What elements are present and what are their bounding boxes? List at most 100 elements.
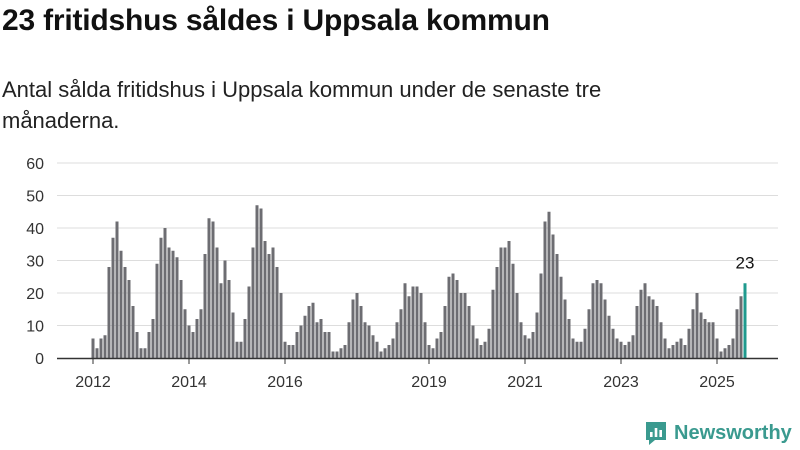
bar xyxy=(567,319,571,358)
bar xyxy=(147,332,151,358)
highlight-bar xyxy=(739,296,743,358)
bar xyxy=(243,319,247,358)
bar xyxy=(227,280,231,358)
x-tick-label: 2012 xyxy=(75,374,111,391)
bar xyxy=(563,299,567,358)
bar xyxy=(647,296,651,358)
bar xyxy=(167,247,171,358)
bar xyxy=(591,283,595,358)
bar xyxy=(347,322,351,358)
x-tick-label: 2016 xyxy=(267,374,303,391)
bar xyxy=(663,338,667,358)
bar xyxy=(571,338,575,358)
bar xyxy=(171,250,175,358)
bar xyxy=(515,293,519,358)
bar xyxy=(359,306,363,358)
bar xyxy=(707,322,711,358)
bar xyxy=(223,260,227,358)
y-tick-label: 10 xyxy=(26,319,44,336)
bar xyxy=(151,319,155,358)
bar xyxy=(367,325,371,358)
chart-subtitle: Antal sålda fritidshus i Uppsala kommun … xyxy=(2,77,602,133)
bar xyxy=(107,267,111,358)
bar xyxy=(623,345,627,358)
bar xyxy=(483,341,487,358)
highlight-bar xyxy=(735,309,739,358)
bar xyxy=(307,306,311,358)
bar xyxy=(411,286,415,358)
bar xyxy=(691,309,695,358)
bar xyxy=(635,306,639,358)
bar xyxy=(455,280,459,358)
bar xyxy=(295,332,299,358)
bar xyxy=(731,338,735,358)
y-tick-label: 0 xyxy=(35,351,44,368)
bar xyxy=(111,237,115,358)
bar xyxy=(383,348,387,358)
bar xyxy=(443,306,447,358)
bar xyxy=(475,338,479,358)
bar xyxy=(531,332,535,358)
bar xyxy=(183,309,187,358)
bar xyxy=(575,341,579,358)
bar xyxy=(651,299,655,358)
x-tick-label: 2023 xyxy=(603,374,639,391)
bar xyxy=(671,345,675,358)
bar xyxy=(155,263,159,358)
bar xyxy=(131,306,135,358)
bar xyxy=(271,247,275,358)
highlight-bar xyxy=(743,283,747,358)
y-tick-label: 40 xyxy=(26,221,44,238)
bar xyxy=(527,338,531,358)
bar xyxy=(507,241,511,358)
bar xyxy=(127,280,131,358)
brand-name: Newsworthy xyxy=(674,421,792,444)
bar xyxy=(395,322,399,358)
bar xyxy=(335,351,339,358)
x-tick-label: 2014 xyxy=(171,374,207,391)
bar xyxy=(579,341,583,358)
bar xyxy=(723,348,727,358)
bar xyxy=(407,296,411,358)
x-tick-label: 2025 xyxy=(699,374,735,391)
chart-title: 23 fritidshus såldes i Uppsala kommun xyxy=(2,4,550,37)
bar xyxy=(259,208,263,358)
bar xyxy=(419,293,423,358)
bar xyxy=(263,241,267,358)
bar xyxy=(555,254,559,358)
bar xyxy=(435,338,439,358)
bar xyxy=(275,267,279,358)
bar xyxy=(311,302,315,358)
bar xyxy=(119,250,123,358)
newsworthy-logo-icon xyxy=(646,421,666,445)
bar xyxy=(327,332,331,358)
bar xyxy=(683,345,687,358)
bar xyxy=(95,348,99,358)
bar xyxy=(695,293,699,358)
bar xyxy=(99,338,103,358)
bar xyxy=(195,319,199,358)
bar xyxy=(503,247,507,358)
bar xyxy=(91,338,95,358)
bar xyxy=(559,276,563,358)
bar xyxy=(187,325,191,358)
bar xyxy=(339,348,343,358)
bar xyxy=(199,309,203,358)
bar xyxy=(235,341,239,358)
x-tick-label: 2021 xyxy=(507,374,543,391)
bar xyxy=(439,332,443,358)
bar xyxy=(463,293,467,358)
bar xyxy=(667,348,671,358)
bar xyxy=(479,345,483,358)
bar xyxy=(615,338,619,358)
bar xyxy=(331,351,335,358)
bar xyxy=(491,289,495,358)
bar xyxy=(323,332,327,358)
bar xyxy=(703,319,707,358)
bar xyxy=(487,328,491,358)
bar xyxy=(211,221,215,358)
y-tick-label: 50 xyxy=(26,189,44,206)
bar xyxy=(415,286,419,358)
bar xyxy=(583,328,587,358)
bar xyxy=(551,234,555,358)
